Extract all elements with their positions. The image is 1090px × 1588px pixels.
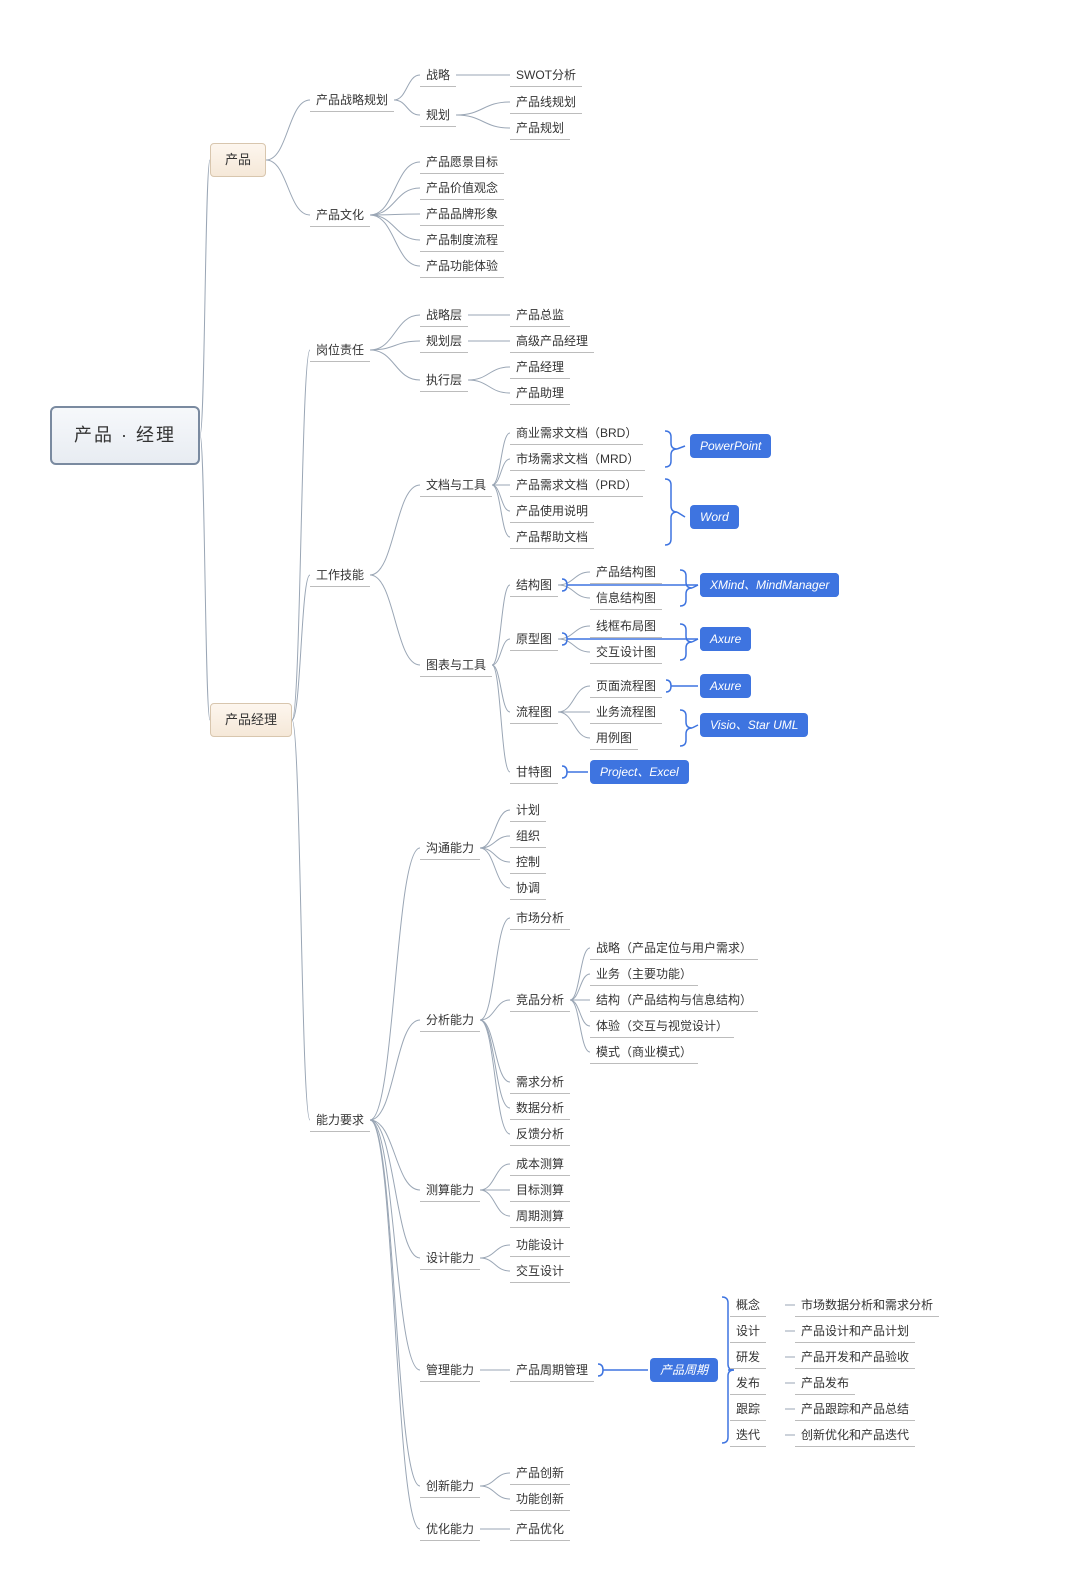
node: 产品价值观念: [420, 177, 504, 200]
node: 市场需求文档（MRD）: [510, 448, 645, 471]
node: 结构（产品结构与信息结构）: [590, 989, 758, 1012]
node: 管理能力: [420, 1359, 480, 1382]
node: 原型图: [510, 628, 558, 651]
node: 产品规划: [510, 117, 570, 140]
node: 能力要求: [310, 1109, 370, 1132]
cycle-phase: 发布: [730, 1372, 766, 1395]
node: 优化能力: [420, 1518, 480, 1541]
node: 反馈分析: [510, 1123, 570, 1146]
node: 产品战略规划: [310, 89, 394, 112]
tool-tag: XMind、MindManager: [700, 573, 839, 597]
node: 产品总监: [510, 304, 570, 327]
node: 产品需求文档（PRD）: [510, 474, 643, 497]
node: 工作技能: [310, 564, 370, 587]
node: 结构图: [510, 574, 558, 597]
node: 交互设计图: [590, 641, 662, 664]
mindmap-root: 产品 · 经理产品产品经理产品战略规划产品文化岗位责任工作技能能力要求战略规划产…: [20, 20, 1090, 1568]
node: 产品助理: [510, 382, 570, 405]
node: 产品功能体验: [420, 255, 504, 278]
cycle-desc: 产品设计和产品计划: [795, 1320, 915, 1343]
node: 组织: [510, 825, 546, 848]
tool-tag: Word: [690, 505, 739, 529]
node: 页面流程图: [590, 675, 662, 698]
node: SWOT分析: [510, 64, 582, 87]
node: 文档与工具: [420, 474, 492, 497]
cycle-phase: 迭代: [730, 1424, 766, 1447]
node: 竞品分析: [510, 989, 570, 1012]
node: 执行层: [420, 369, 468, 392]
tool-tag: PowerPoint: [690, 434, 771, 458]
node: 周期测算: [510, 1205, 570, 1228]
cycle-desc: 产品发布: [795, 1372, 855, 1395]
node: 分析能力: [420, 1009, 480, 1032]
node: 产品制度流程: [420, 229, 504, 252]
node: 信息结构图: [590, 587, 662, 610]
node: 产品愿景目标: [420, 151, 504, 174]
node: 测算能力: [420, 1179, 480, 1202]
node: 产品优化: [510, 1518, 570, 1541]
cycle-phase: 概念: [730, 1294, 766, 1317]
root-node: 产品 · 经理: [50, 406, 200, 465]
cycle-phase: 研发: [730, 1346, 766, 1369]
node: 市场分析: [510, 907, 570, 930]
cycle-desc: 产品跟踪和产品总结: [795, 1398, 915, 1421]
node: 模式（商业模式）: [590, 1041, 698, 1064]
node: 规划层: [420, 330, 468, 353]
node: 用例图: [590, 727, 638, 750]
node: 功能设计: [510, 1234, 570, 1257]
branch-pm: 产品经理: [210, 703, 292, 737]
node: 图表与工具: [420, 654, 492, 677]
node: 甘特图: [510, 761, 558, 784]
node: 岗位责任: [310, 339, 370, 362]
node: 产品经理: [510, 356, 570, 379]
node: 产品结构图: [590, 561, 662, 584]
node: 设计能力: [420, 1247, 480, 1270]
tool-tag: 产品周期: [650, 1358, 718, 1382]
node: 产品品牌形象: [420, 203, 504, 226]
node: 战略（产品定位与用户需求）: [590, 937, 758, 960]
node: 创新能力: [420, 1475, 480, 1498]
tool-tag: Visio、Star UML: [700, 713, 808, 737]
node: 需求分析: [510, 1071, 570, 1094]
node: 高级产品经理: [510, 330, 594, 353]
node: 规划: [420, 104, 456, 127]
node: 成本测算: [510, 1153, 570, 1176]
node: 体验（交互与视觉设计）: [590, 1015, 734, 1038]
tool-tag: Axure: [700, 674, 751, 698]
tool-tag: Project、Excel: [590, 760, 689, 784]
node: 控制: [510, 851, 546, 874]
branch-prod: 产品: [210, 143, 266, 177]
cycle-desc: 市场数据分析和需求分析: [795, 1294, 939, 1317]
node: 协调: [510, 877, 546, 900]
cycle-phase: 跟踪: [730, 1398, 766, 1421]
node: 计划: [510, 799, 546, 822]
node: 产品使用说明: [510, 500, 594, 523]
cycle-desc: 产品开发和产品验收: [795, 1346, 915, 1369]
node: 产品帮助文档: [510, 526, 594, 549]
cycle-desc: 创新优化和产品迭代: [795, 1424, 915, 1447]
node: 线框布局图: [590, 615, 662, 638]
cycle-phase: 设计: [730, 1320, 766, 1343]
node: 战略: [420, 64, 456, 87]
node: 产品文化: [310, 204, 370, 227]
node: 产品创新: [510, 1462, 570, 1485]
node: 产品周期管理: [510, 1359, 594, 1382]
tool-tag: Axure: [700, 627, 751, 651]
node: 交互设计: [510, 1260, 570, 1283]
node: 战略层: [420, 304, 468, 327]
node: 目标测算: [510, 1179, 570, 1202]
node: 数据分析: [510, 1097, 570, 1120]
node: 业务流程图: [590, 701, 662, 724]
node: 商业需求文档（BRD）: [510, 422, 643, 445]
node: 业务（主要功能）: [590, 963, 698, 986]
node: 功能创新: [510, 1488, 570, 1511]
node: 沟通能力: [420, 837, 480, 860]
node: 产品线规划: [510, 91, 582, 114]
node: 流程图: [510, 701, 558, 724]
